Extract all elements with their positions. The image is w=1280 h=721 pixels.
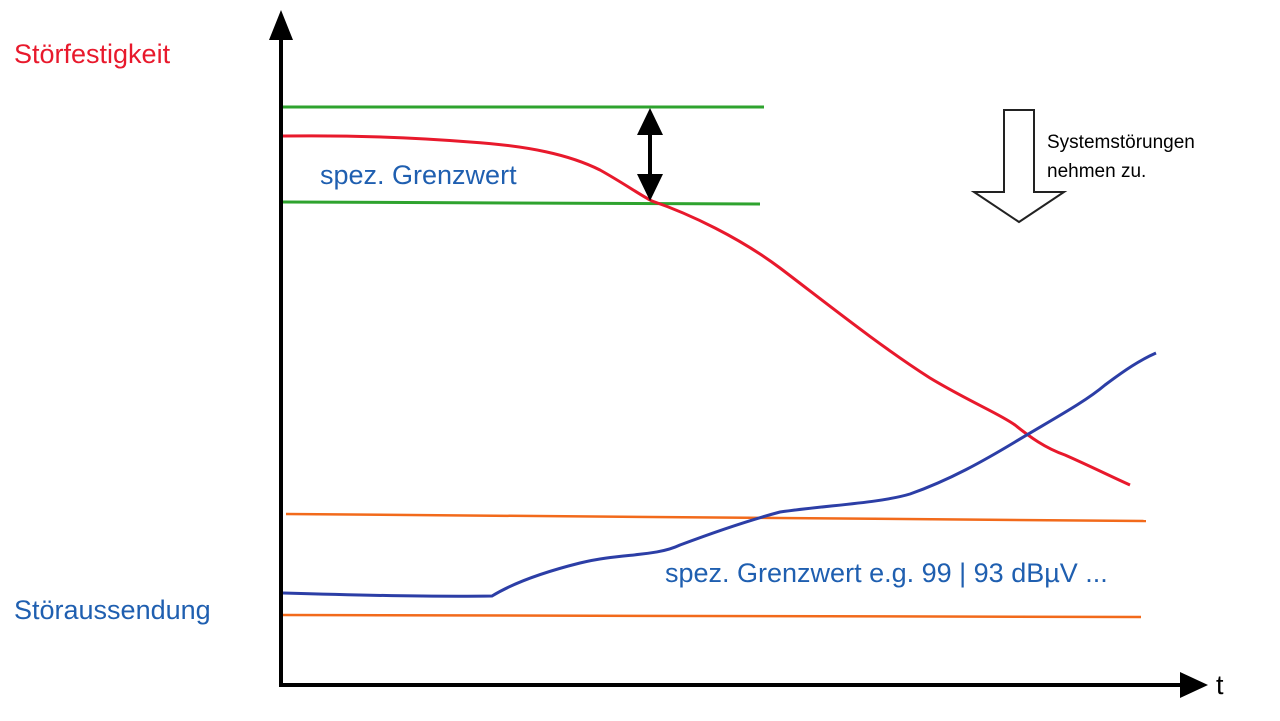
limit-distance-arrowhead-down (637, 174, 663, 201)
emission-label: Störaussendung (14, 595, 211, 625)
note-line-2: nehmen zu. (1047, 161, 1146, 182)
immunity-label: Störfestigkeit (14, 39, 171, 69)
x-axis-arrowhead (1180, 672, 1208, 698)
t-axis-label: t (1216, 670, 1224, 700)
lower-limit-line-top (285, 512, 1147, 523)
note-line-1: Systemstörungen (1047, 132, 1195, 153)
lower-limit-label: spez. Grenzwert e.g. 99 | 93 dBµV ... (665, 558, 1108, 588)
y-axis-arrowhead (269, 10, 293, 40)
upper-limit-line-bottom (282, 200, 761, 206)
down-arrow-icon (970, 109, 1068, 224)
upper-limit-label: spez. Grenzwert (320, 160, 517, 190)
limit-distance-arrowhead-up (637, 108, 663, 135)
lower-limit-line-bottom (282, 613, 1142, 619)
emission-curve (282, 351, 1157, 598)
immunity-curve (282, 134, 1131, 487)
